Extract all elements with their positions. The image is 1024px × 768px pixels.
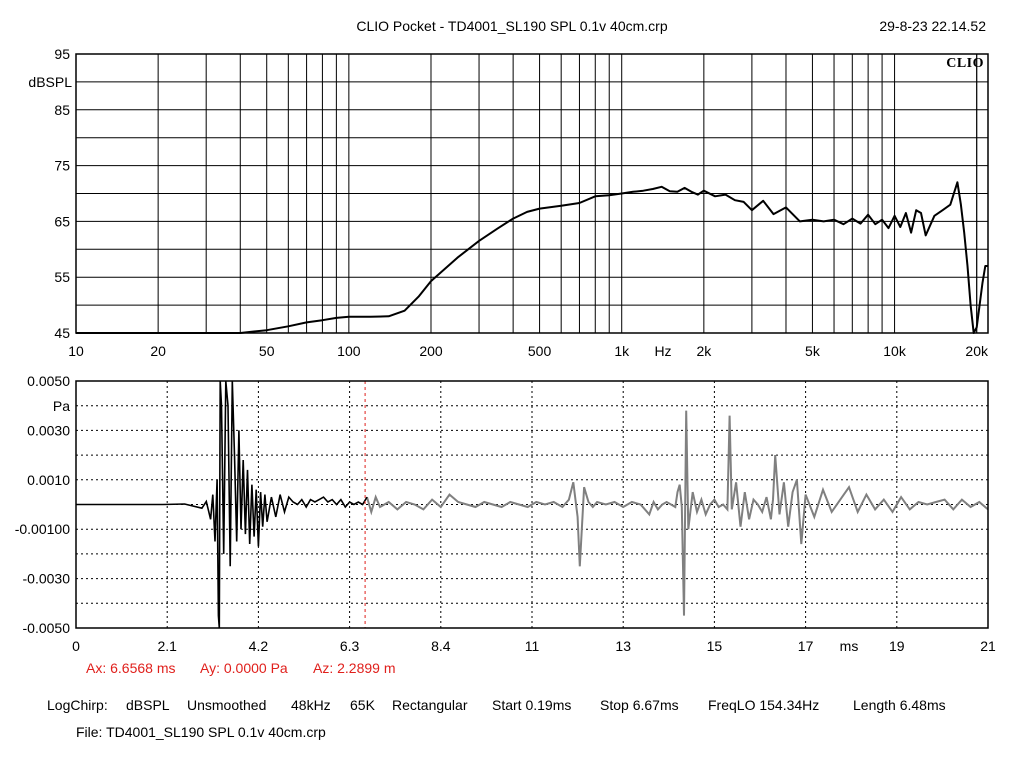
freq-tick-label: 1k xyxy=(614,343,630,359)
time-tick-label: 11 xyxy=(525,638,540,654)
impulse-response-chart[interactable]: 0 2.1 4.2 6.3 8.4 11 13 15 17 19 21 0.0050 0.0030 0.0… xyxy=(15,373,996,654)
setting-technique: LogChirp: xyxy=(47,697,108,713)
freq-tick-label: 5k xyxy=(805,343,821,359)
frequency-response-chart[interactable]: 10 20 50 100 200 500 1k 2k 5k 10k 20k958575655545 … xyxy=(28,46,989,359)
time-tick-label: 17 xyxy=(798,638,814,654)
file-name: File: TD4001_SL190 SPL 0.1v 40cm.crp xyxy=(76,724,326,740)
pressure-tick-label: 0.0050 xyxy=(27,373,70,389)
cursor-az: Az: 2.2899 m xyxy=(313,660,396,676)
setting-units: dBSPL xyxy=(126,697,170,713)
time-tick-label: 19 xyxy=(889,638,905,654)
level-tick-label: 65 xyxy=(54,213,70,229)
impulse-frame xyxy=(75,380,989,629)
clio-logo: CLIO xyxy=(946,56,984,71)
setting-size: 65K xyxy=(350,697,376,713)
freq-tick-label: 500 xyxy=(528,343,552,359)
impulse-tick-labels: 0 2.1 4.2 6.3 8.4 11 13 15 17 19 21 0.0050 0.0030 0.0… xyxy=(15,373,996,654)
freq-tick-label: 100 xyxy=(337,343,361,359)
setting-stop: Stop 6.67ms xyxy=(600,697,679,713)
timestamp: 29-8-23 22.14.52 xyxy=(879,18,986,34)
impulse-ylabel: Pa xyxy=(53,398,70,414)
setting-smoothing: Unsmoothed xyxy=(187,697,266,713)
time-tick-label: 21 xyxy=(980,638,996,654)
window-title: CLIO Pocket - TD4001_SL190 SPL 0.1v 40cm… xyxy=(356,18,667,34)
freq-tick-label: 20 xyxy=(150,343,166,359)
level-tick-label: 75 xyxy=(54,158,70,174)
level-tick-label: 45 xyxy=(54,325,70,341)
setting-freqlo: FreqLO 154.34Hz xyxy=(708,697,819,713)
time-tick-label: 13 xyxy=(615,638,631,654)
pressure-tick-label: 0.0030 xyxy=(27,422,70,438)
setting-length: Length 6.48ms xyxy=(853,697,946,713)
freq-tick-label: 20k xyxy=(965,343,989,359)
freq-tick-label: 200 xyxy=(419,343,443,359)
freq-tick-label: 10 xyxy=(68,343,84,359)
level-tick-label: 95 xyxy=(54,46,70,62)
freq-tick-label: 10k xyxy=(883,343,907,359)
frequency-frame xyxy=(75,53,989,334)
impulse-xunit: ms xyxy=(840,638,859,654)
time-tick-label: 6.3 xyxy=(340,638,360,654)
freq-tick-label: 50 xyxy=(259,343,275,359)
measurement-settings: LogChirp: dBSPL Unsmoothed 48kHz 65K Rec… xyxy=(47,697,946,713)
frequency-ylabel: dBSPL xyxy=(28,74,72,90)
pressure-tick-label: -0.0050 xyxy=(23,620,71,636)
frequency-response-trace xyxy=(76,181,988,334)
frequency-grid xyxy=(76,54,988,333)
time-tick-label: 15 xyxy=(707,638,723,654)
time-tick-label: 2.1 xyxy=(157,638,177,654)
level-tick-label: 55 xyxy=(54,269,70,285)
pressure-tick-label: -0.00100 xyxy=(15,521,70,537)
cursor-ay: Ay: 0.0000 Pa xyxy=(200,660,288,676)
time-tick-label: 4.2 xyxy=(249,638,269,654)
setting-start: Start 0.19ms xyxy=(492,697,571,713)
setting-window: Rectangular xyxy=(392,697,468,713)
pressure-tick-label: -0.0030 xyxy=(23,571,71,587)
time-tick-label: 8.4 xyxy=(431,638,451,654)
impulse-trace-gated xyxy=(76,381,368,628)
pressure-tick-label: 0.0010 xyxy=(27,472,70,488)
level-tick-label: 85 xyxy=(54,102,70,118)
time-tick-label: 0 xyxy=(72,638,80,654)
impulse-trace-gated-out xyxy=(366,410,988,616)
frequency-xunit: Hz xyxy=(654,343,671,359)
cursor-ax: Ax: 6.6568 ms xyxy=(86,660,176,676)
setting-samplerate: 48kHz xyxy=(291,697,331,713)
frequency-tick-labels: 10 20 50 100 200 500 1k 2k 5k 10k 20k 95 85 75 65 55 45 xyxy=(54,46,989,359)
freq-tick-label: 2k xyxy=(696,343,712,359)
